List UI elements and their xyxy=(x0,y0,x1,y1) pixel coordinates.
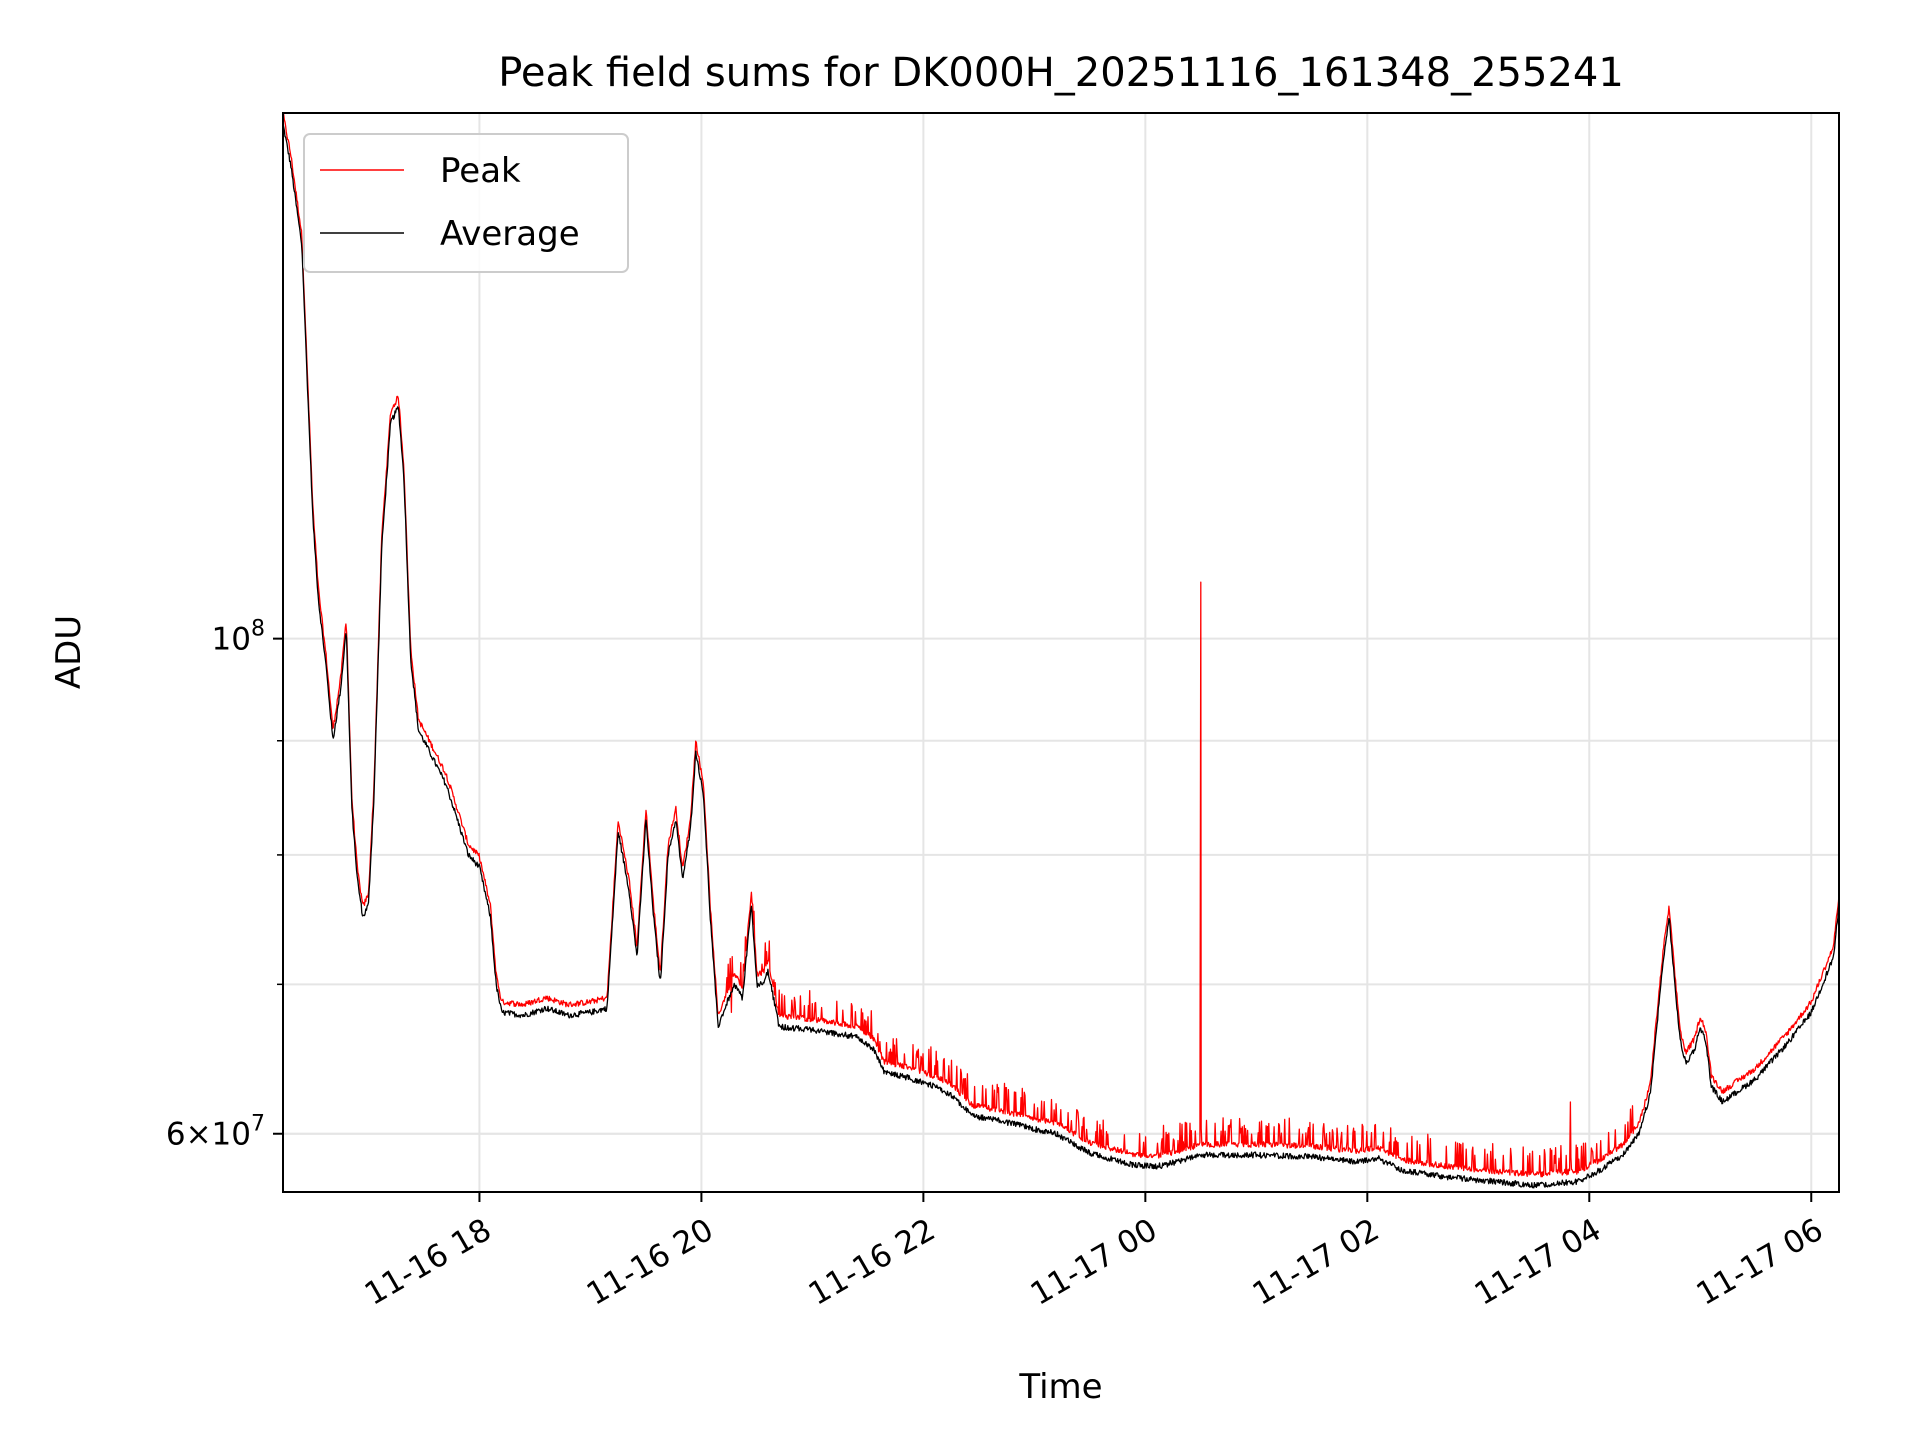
y-tick-label-6e7: 6×107 xyxy=(166,1112,265,1153)
ticks xyxy=(273,637,1813,1202)
y-tick-label-1e8: 108 xyxy=(212,617,265,658)
series-line-average xyxy=(282,122,1840,1189)
series-layer xyxy=(282,112,1840,1189)
y-axis-label: ADU xyxy=(49,615,89,689)
chart-title: Peak field sums for DK000H_20251116_1613… xyxy=(498,50,1624,96)
legend-label-average: Average xyxy=(440,214,580,254)
grid xyxy=(283,113,1839,1192)
legend-label-peak: Peak xyxy=(440,151,521,191)
legend: Peak Average xyxy=(303,133,629,273)
plot-area-frame xyxy=(282,112,1840,1193)
series-line-peak xyxy=(282,112,1840,1178)
legend-box xyxy=(303,133,629,273)
x-axis-label: Time xyxy=(1018,1367,1102,1407)
